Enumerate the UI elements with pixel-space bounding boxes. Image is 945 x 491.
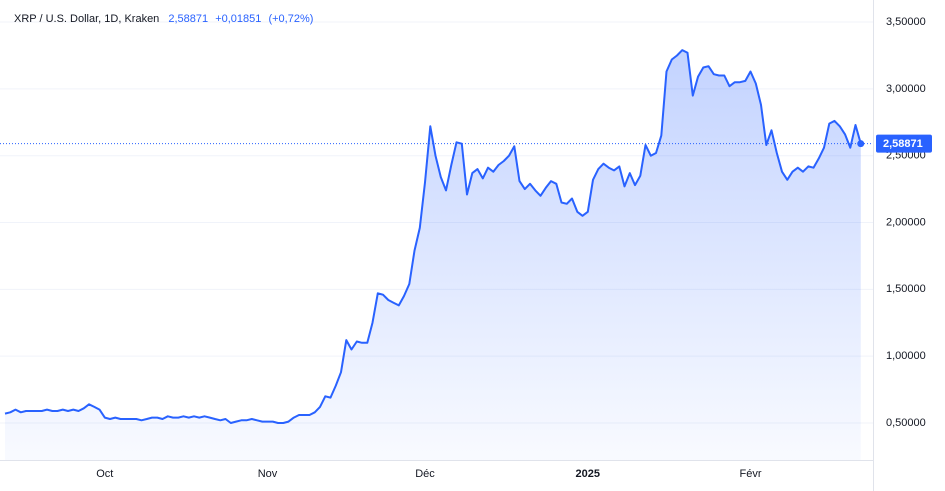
y-tick-label: 1,50000 [886, 283, 926, 295]
price-line [4, 49, 862, 424]
x-tick-label: Févr [740, 468, 762, 480]
last-point [857, 140, 865, 148]
y-tick-label: 3,00000 [886, 83, 926, 95]
price-tag [876, 134, 932, 153]
x-tick-label: Oct [96, 468, 113, 480]
chart-title: XRP / U.S. Dollar, 1D, Kraken [14, 13, 159, 25]
y-tick-label: 2,00000 [886, 216, 926, 228]
y-tick-label: 1,00000 [886, 350, 926, 362]
header: XRP / U.S. Dollar, 1D, Kraken 2,58871 +0… [14, 13, 313, 25]
x-tick-label: 2025 [576, 468, 600, 480]
y-tick-label: 3,50000 [886, 16, 926, 28]
price-change-percent: (+0,72%) [268, 13, 313, 25]
area-fill [5, 50, 861, 460]
y-tick-label: 0,50000 [886, 417, 926, 429]
x-tick-label: Nov [258, 468, 278, 480]
price-change: +0,01851 [215, 13, 261, 25]
price-tag-label: 2,58871 [883, 138, 923, 150]
last-price: 2,58871 [168, 13, 208, 25]
x-tick-label: Déc [415, 468, 435, 480]
